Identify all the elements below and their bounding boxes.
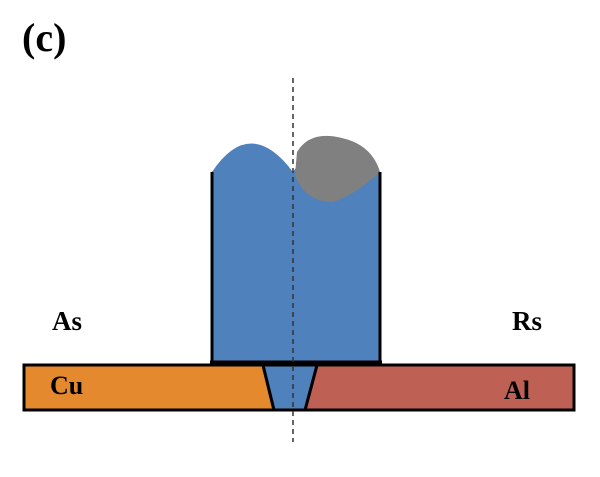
- copper-label: Cu: [50, 371, 84, 400]
- panel-label: (c): [22, 15, 67, 60]
- gray-material-region: [295, 135, 380, 202]
- advancing-side-label: As: [52, 306, 83, 336]
- retreating-side-label: Rs: [512, 306, 543, 336]
- aluminum-plate: [303, 363, 576, 412]
- tool-pin: [261, 363, 319, 412]
- aluminum-label: Al: [504, 376, 530, 405]
